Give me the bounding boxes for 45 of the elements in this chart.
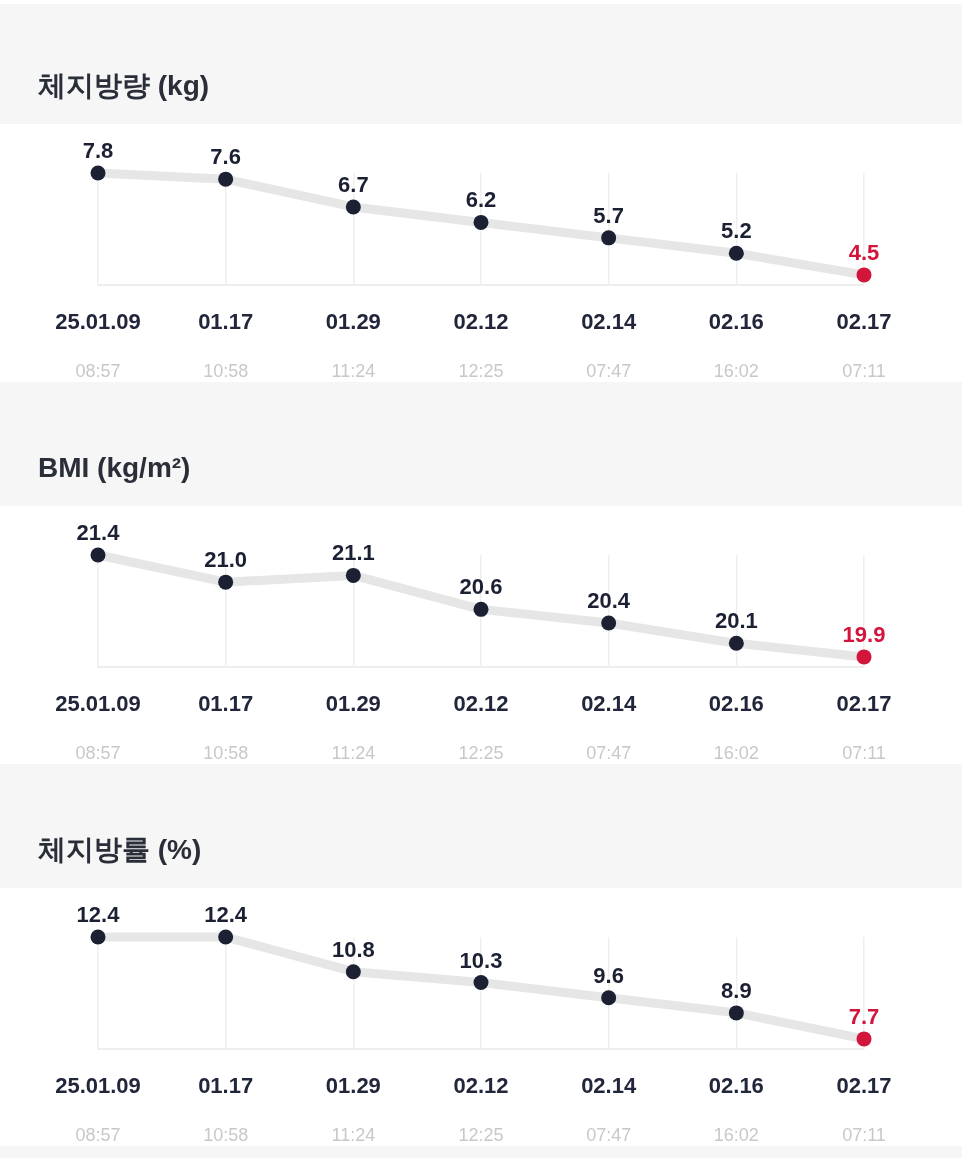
point — [218, 574, 234, 590]
point — [90, 165, 106, 181]
data-label: 9.6 — [593, 962, 624, 988]
point — [856, 267, 872, 283]
point — [601, 990, 617, 1006]
data-label: 10.3 — [459, 947, 503, 973]
point — [601, 615, 617, 631]
point — [473, 214, 489, 230]
data-label: 6.7 — [338, 171, 369, 197]
point — [728, 1005, 744, 1021]
data-label: 19.9 — [842, 621, 886, 647]
point — [345, 199, 361, 215]
data-label: 5.7 — [593, 202, 624, 228]
data-label: 20.6 — [459, 574, 503, 600]
point — [856, 649, 872, 665]
data-label: 12.4 — [76, 902, 121, 927]
point — [345, 964, 361, 980]
data-label: 21.0 — [204, 547, 248, 573]
data-label: 5.2 — [721, 218, 752, 244]
point — [218, 929, 234, 945]
point — [90, 929, 106, 945]
data-label: 4.5 — [848, 239, 880, 265]
chart-title: BMI (kg/m²) — [38, 451, 191, 485]
data-label: 21.4 — [76, 520, 121, 545]
chart-title: 체지방률 (%) — [38, 833, 202, 867]
point — [90, 547, 106, 563]
data-label: 6.2 — [465, 187, 497, 213]
point — [856, 1031, 872, 1047]
data-label: 21.1 — [331, 540, 375, 566]
data-label: 10.8 — [331, 936, 375, 962]
point — [473, 975, 489, 991]
point — [218, 171, 234, 187]
data-label: 7.8 — [82, 138, 114, 163]
data-label: 8.9 — [721, 977, 752, 1003]
data-label: 7.7 — [848, 1003, 880, 1029]
data-label: 20.1 — [714, 608, 758, 634]
data-label: 20.4 — [587, 587, 631, 613]
point — [473, 601, 489, 617]
data-label: 12.4 — [204, 902, 248, 927]
data-label: 7.6 — [210, 144, 241, 170]
point — [345, 567, 361, 583]
point — [728, 245, 744, 261]
point — [601, 230, 617, 246]
point — [728, 635, 744, 651]
chart-title: 체지방량 (kg) — [38, 69, 210, 103]
